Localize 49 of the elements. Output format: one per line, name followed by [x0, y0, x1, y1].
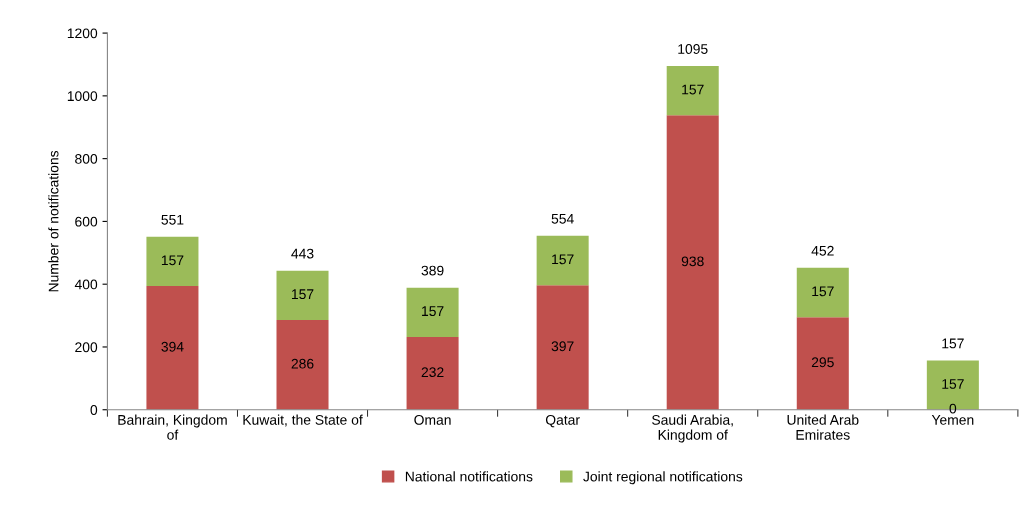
total-label: 443 — [291, 248, 314, 259]
bar — [406, 287, 459, 337]
bar — [276, 319, 329, 410]
data-label: 938 — [681, 256, 704, 267]
y-axis-title: Number of notifications — [48, 150, 59, 292]
y-tick-label: 0 — [90, 405, 98, 415]
data-label: 286 — [291, 358, 314, 369]
data-label: 157 — [942, 379, 964, 389]
x-tick-label: Saudi Arabia, Kingdom of — [652, 414, 733, 443]
total-label: 389 — [421, 265, 444, 276]
x-tick-label: Bahrain, Kingdom of — [118, 414, 227, 440]
bar — [146, 236, 199, 287]
data-label: 157 — [161, 255, 184, 266]
bar — [536, 285, 589, 410]
y-tick-label: 600 — [75, 216, 98, 227]
x-tick-label: Kuwait, the State of — [243, 414, 363, 427]
bar — [666, 66, 719, 116]
x-tick-label: Oman — [414, 414, 451, 425]
y-tick-label: 1000 — [67, 91, 98, 102]
total-label: 452 — [811, 245, 834, 256]
data-label: 157 — [812, 286, 834, 297]
data-label: 157 — [682, 84, 704, 95]
y-tick-label: 200 — [75, 342, 98, 353]
total-label: 554 — [551, 214, 574, 224]
bar — [666, 115, 719, 410]
x-tick-label: Qatar — [545, 414, 580, 428]
legend-label: Joint regional notifications — [583, 471, 743, 485]
bar — [796, 267, 849, 318]
bar — [406, 336, 459, 410]
total-label: 551 — [161, 214, 184, 225]
bar — [276, 270, 329, 320]
y-tick-label: 800 — [75, 153, 98, 164]
x-tick-label: United Arab Emirates — [787, 414, 859, 440]
data-label: 157 — [422, 306, 444, 317]
total-label: 157 — [942, 338, 964, 349]
total-label: 1095 — [678, 44, 708, 54]
legend-label: National notifications — [405, 471, 533, 482]
y-tick-label: 400 — [74, 279, 98, 290]
data-label: 157 — [291, 289, 314, 300]
data-label: 232 — [421, 367, 444, 378]
bar — [146, 286, 199, 410]
bar — [796, 317, 849, 410]
data-label: 157 — [552, 254, 574, 265]
x-tick-label: Yemen — [931, 415, 974, 425]
y-tick-label: 1200 — [67, 28, 98, 39]
data-label: 397 — [551, 341, 574, 352]
bar — [536, 235, 589, 286]
data-label: 394 — [161, 341, 184, 352]
data-label: 295 — [811, 357, 834, 368]
